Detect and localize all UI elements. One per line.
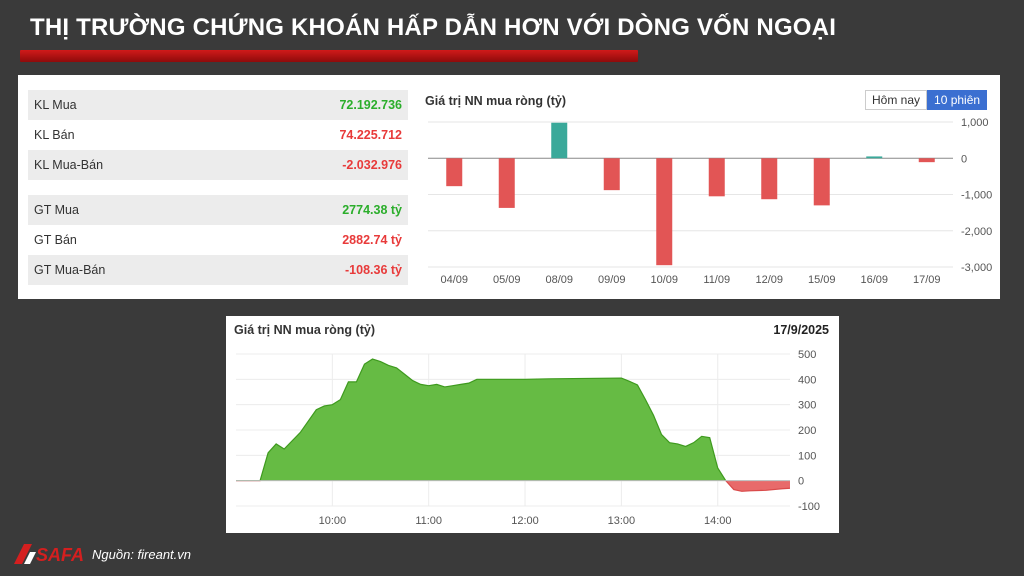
stat-row-gt-mua-ban: GT Mua-Bán -108.36 tỷ	[28, 255, 408, 285]
bar-12-09	[761, 158, 778, 200]
stat-row-gt-ban: GT Bán 2882.74 tỷ	[28, 225, 408, 255]
bar-x-tick-label: 17/09	[913, 274, 941, 286]
area-negative-fill	[236, 480, 790, 492]
area-x-tick-label: 11:00	[415, 515, 442, 527]
area-y-tick-label: 200	[798, 425, 816, 437]
bar-y-tick-label: 0	[961, 153, 967, 165]
bar-y-tick-label: 1,000	[961, 117, 989, 129]
bar-x-tick-label: 05/09	[493, 274, 521, 286]
bar-08-09	[551, 122, 568, 159]
bar-16-09	[866, 156, 883, 159]
bar-x-tick-label: 08/09	[545, 274, 573, 286]
bar-09-09	[603, 158, 620, 191]
stat-value: 2882.74 tỷ	[342, 233, 402, 247]
stat-label: KL Bán	[34, 128, 75, 142]
safa-logo: SAFA	[12, 540, 86, 566]
area-x-tick-label: 13:00	[608, 515, 636, 527]
stat-row-gt-mua: GT Mua 2774.38 tỷ	[28, 195, 408, 225]
bar-chart-title: Giá trị NN mua ròng (tỷ)	[425, 94, 566, 108]
safa-logo-mark: SAFA	[14, 544, 84, 565]
bar-10-09	[656, 158, 673, 266]
source-note: Nguồn: fireant.vn	[92, 547, 192, 562]
bar-x-tick-label: 15/09	[808, 274, 836, 286]
stat-value: 72.192.736	[339, 98, 402, 112]
slide-title: THỊ TRƯỜNG CHỨNG KHOÁN HẤP DẪN HƠN VỚI D…	[30, 14, 837, 41]
bar-x-tick-label: 04/09	[440, 274, 468, 286]
today-toggle-button[interactable]: Hôm nay	[865, 90, 928, 110]
bar-x-tick-label: 16/09	[860, 274, 888, 286]
bar-x-tick-label: 09/09	[598, 274, 626, 286]
date-label: 17/9/2025	[773, 323, 829, 337]
title-underline-bar	[20, 50, 638, 62]
stat-label: KL Mua	[34, 98, 77, 112]
bar-04-09	[446, 158, 463, 187]
bar-y-tick-label: -1,000	[961, 190, 992, 202]
period-toggle: Hôm nay 10 phiên	[865, 90, 988, 110]
bar-15-09	[813, 158, 830, 206]
area-y-tick-label: 300	[798, 400, 816, 412]
bottom-panel: Giá trị NN mua ròng (tỷ) 17/9/2025 500 40…	[226, 316, 839, 533]
stat-row-kl-mua-ban: KL Mua-Bán -2.032.976	[28, 150, 408, 180]
bar-x-tick-label: 11/09	[703, 274, 730, 286]
stat-value: 2774.38 tỷ	[342, 203, 402, 217]
stat-label: GT Bán	[34, 233, 77, 247]
bar-y-tick-label: -3,000	[961, 262, 992, 274]
stat-label: GT Mua-Bán	[34, 263, 106, 277]
area-chart-title: Giá trị NN mua ròng (tỷ)	[234, 323, 375, 337]
area-y-tick-label: -100	[798, 501, 820, 513]
top-panel: KL Mua 72.192.736 KL Bán 74.225.712 KL M…	[18, 75, 1000, 299]
stat-value: 74.225.712	[339, 128, 402, 142]
stat-row-kl-ban: KL Bán 74.225.712	[28, 120, 408, 150]
stat-label: KL Mua-Bán	[34, 158, 104, 172]
bar-x-tick-label: 12/09	[755, 274, 783, 286]
stat-value: -108.36 tỷ	[345, 263, 402, 277]
logo-text: SAFA	[36, 545, 84, 565]
bar-y-tick-label: -2,000	[961, 226, 992, 238]
area-y-tick-label: 100	[798, 450, 816, 462]
ten-sessions-toggle-button[interactable]: 10 phiên	[927, 90, 988, 110]
area-positive-line	[236, 358, 727, 481]
stat-value: -2.032.976	[342, 158, 402, 172]
area-chart: 500 400 300 200 100 0 -100 10:00 11:00 12:00 13:00…	[236, 349, 820, 527]
stat-row-kl-mua: KL Mua 72.192.736	[28, 90, 408, 120]
bar-05-09	[498, 158, 515, 208]
area-y-tick-label: 0	[798, 476, 804, 488]
area-positive-fill	[260, 359, 726, 481]
area-y-tick-label: 500	[798, 349, 816, 361]
stat-label: GT Mua	[34, 203, 79, 217]
bar-x-tick-label: 10/09	[650, 274, 678, 286]
area-x-tick-label: 10:00	[319, 515, 347, 527]
area-y-tick-label: 400	[798, 374, 816, 386]
stats-table: KL Mua 72.192.736 KL Bán 74.225.712 KL M…	[28, 90, 408, 285]
area-x-tick-label: 12:00	[511, 515, 539, 527]
bar-chart: 1,000 0 -1,000 -2,000 -3,000 04/09 05/09 08/09 0…	[428, 117, 992, 286]
area-x-tick-label: 14:00	[704, 515, 732, 527]
bar-11-09	[708, 158, 725, 197]
bar-17-09	[918, 158, 935, 163]
